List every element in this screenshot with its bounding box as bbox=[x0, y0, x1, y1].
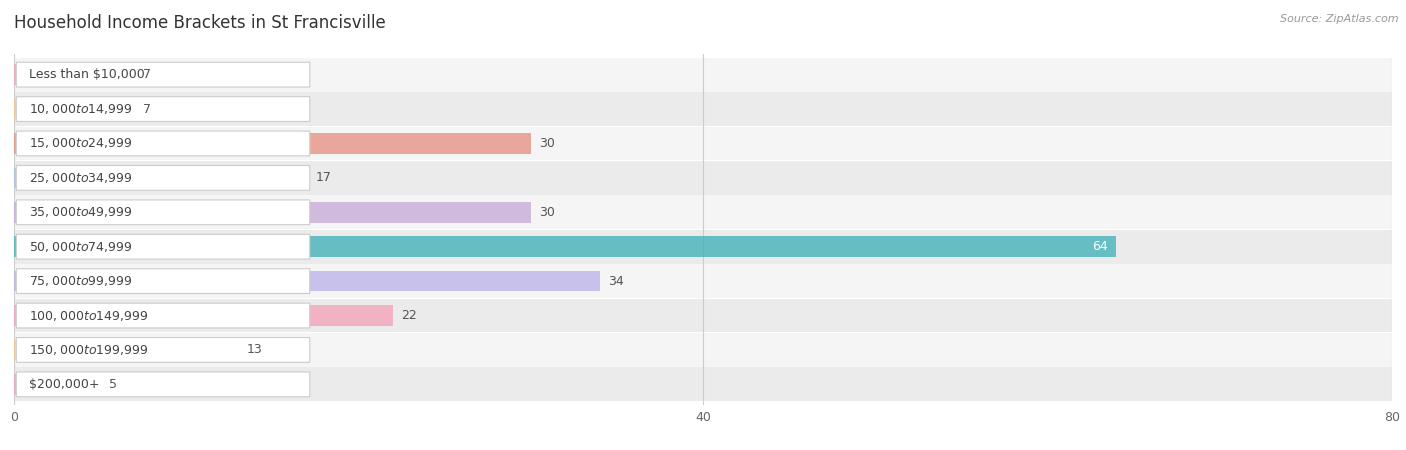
Bar bbox=[14, 264, 1392, 298]
Bar bbox=[14, 92, 1392, 126]
Bar bbox=[14, 99, 135, 119]
Bar bbox=[14, 271, 599, 292]
FancyBboxPatch shape bbox=[17, 372, 309, 397]
Text: 30: 30 bbox=[540, 206, 555, 219]
Bar bbox=[14, 299, 1392, 333]
Text: $10,000 to $14,999: $10,000 to $14,999 bbox=[28, 102, 132, 116]
Text: 30: 30 bbox=[540, 137, 555, 150]
Bar bbox=[14, 230, 1392, 264]
Text: $100,000 to $149,999: $100,000 to $149,999 bbox=[28, 309, 148, 323]
FancyBboxPatch shape bbox=[17, 338, 309, 362]
Text: 7: 7 bbox=[143, 103, 152, 116]
Text: $150,000 to $199,999: $150,000 to $199,999 bbox=[28, 343, 148, 357]
Bar bbox=[14, 195, 1392, 229]
Text: 7: 7 bbox=[143, 68, 152, 81]
Text: $35,000 to $49,999: $35,000 to $49,999 bbox=[28, 205, 132, 219]
Bar bbox=[14, 333, 1392, 367]
Text: Source: ZipAtlas.com: Source: ZipAtlas.com bbox=[1281, 14, 1399, 23]
Bar bbox=[14, 374, 100, 395]
Text: 64: 64 bbox=[1092, 240, 1108, 253]
Text: 5: 5 bbox=[108, 378, 117, 391]
Bar bbox=[14, 368, 1392, 401]
Bar bbox=[14, 161, 1392, 195]
Text: Household Income Brackets in St Francisville: Household Income Brackets in St Francisv… bbox=[14, 14, 385, 32]
Text: Less than $10,000: Less than $10,000 bbox=[28, 68, 145, 81]
FancyBboxPatch shape bbox=[17, 62, 309, 87]
FancyBboxPatch shape bbox=[17, 131, 309, 156]
Text: 22: 22 bbox=[402, 309, 418, 322]
Bar bbox=[14, 202, 531, 223]
Bar bbox=[14, 340, 238, 360]
Bar bbox=[14, 167, 307, 188]
FancyBboxPatch shape bbox=[17, 269, 309, 293]
Bar bbox=[14, 236, 1116, 257]
Bar bbox=[14, 58, 1392, 91]
Bar bbox=[14, 133, 531, 154]
Text: 34: 34 bbox=[609, 274, 624, 288]
Text: $50,000 to $74,999: $50,000 to $74,999 bbox=[28, 240, 132, 254]
Bar bbox=[14, 126, 1392, 160]
Text: $25,000 to $34,999: $25,000 to $34,999 bbox=[28, 171, 132, 185]
FancyBboxPatch shape bbox=[17, 97, 309, 122]
FancyBboxPatch shape bbox=[17, 166, 309, 190]
Text: $15,000 to $24,999: $15,000 to $24,999 bbox=[28, 136, 132, 150]
FancyBboxPatch shape bbox=[17, 234, 309, 259]
Text: $75,000 to $99,999: $75,000 to $99,999 bbox=[28, 274, 132, 288]
Text: $200,000+: $200,000+ bbox=[28, 378, 98, 391]
FancyBboxPatch shape bbox=[17, 303, 309, 328]
Text: 13: 13 bbox=[246, 343, 263, 356]
Bar bbox=[14, 305, 394, 326]
Text: 17: 17 bbox=[315, 171, 332, 184]
FancyBboxPatch shape bbox=[17, 200, 309, 225]
Bar bbox=[14, 64, 135, 85]
